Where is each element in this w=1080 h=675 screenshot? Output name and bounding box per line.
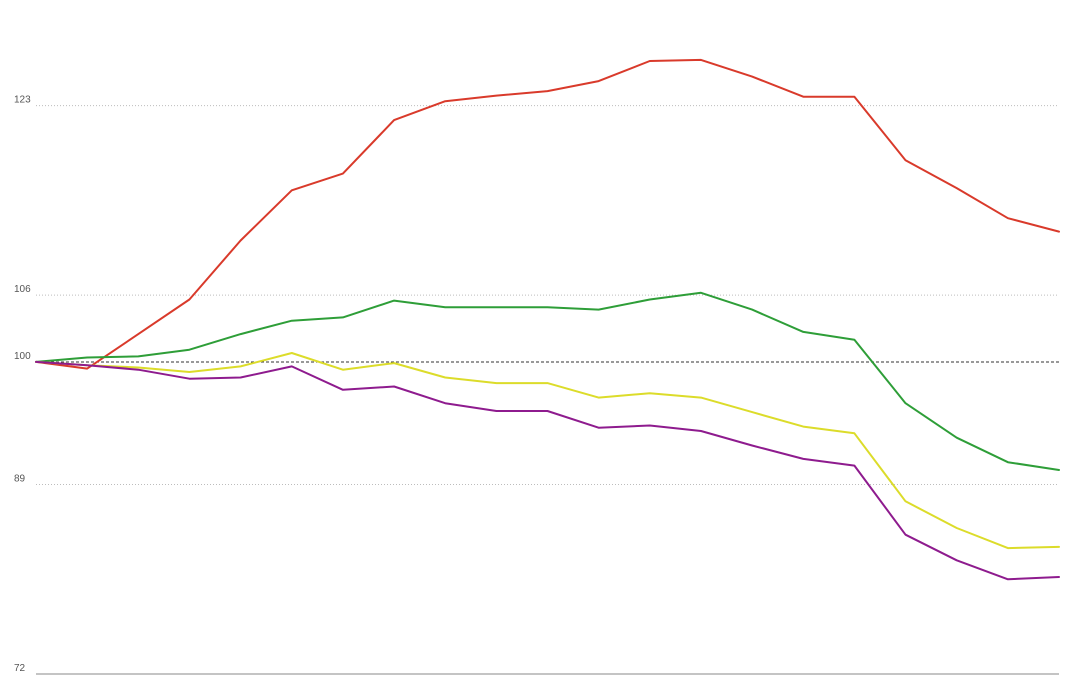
y-tick-label: 100 bbox=[14, 351, 31, 362]
grid-layer bbox=[36, 105, 1059, 675]
series-line-1 bbox=[35, 58, 1060, 370]
y-axis-tick-labels: 72 89 100 106 123 bbox=[14, 95, 31, 674]
series-line-4 bbox=[35, 360, 1060, 581]
series-layer bbox=[35, 58, 1060, 581]
series-line-3 bbox=[35, 352, 1060, 550]
series-line-2 bbox=[35, 291, 1060, 471]
y-tick-label: 106 bbox=[14, 284, 31, 295]
y-tick-label: 72 bbox=[14, 663, 26, 674]
y-tick-label: 89 bbox=[14, 474, 26, 485]
y-tick-label: 123 bbox=[14, 95, 31, 106]
